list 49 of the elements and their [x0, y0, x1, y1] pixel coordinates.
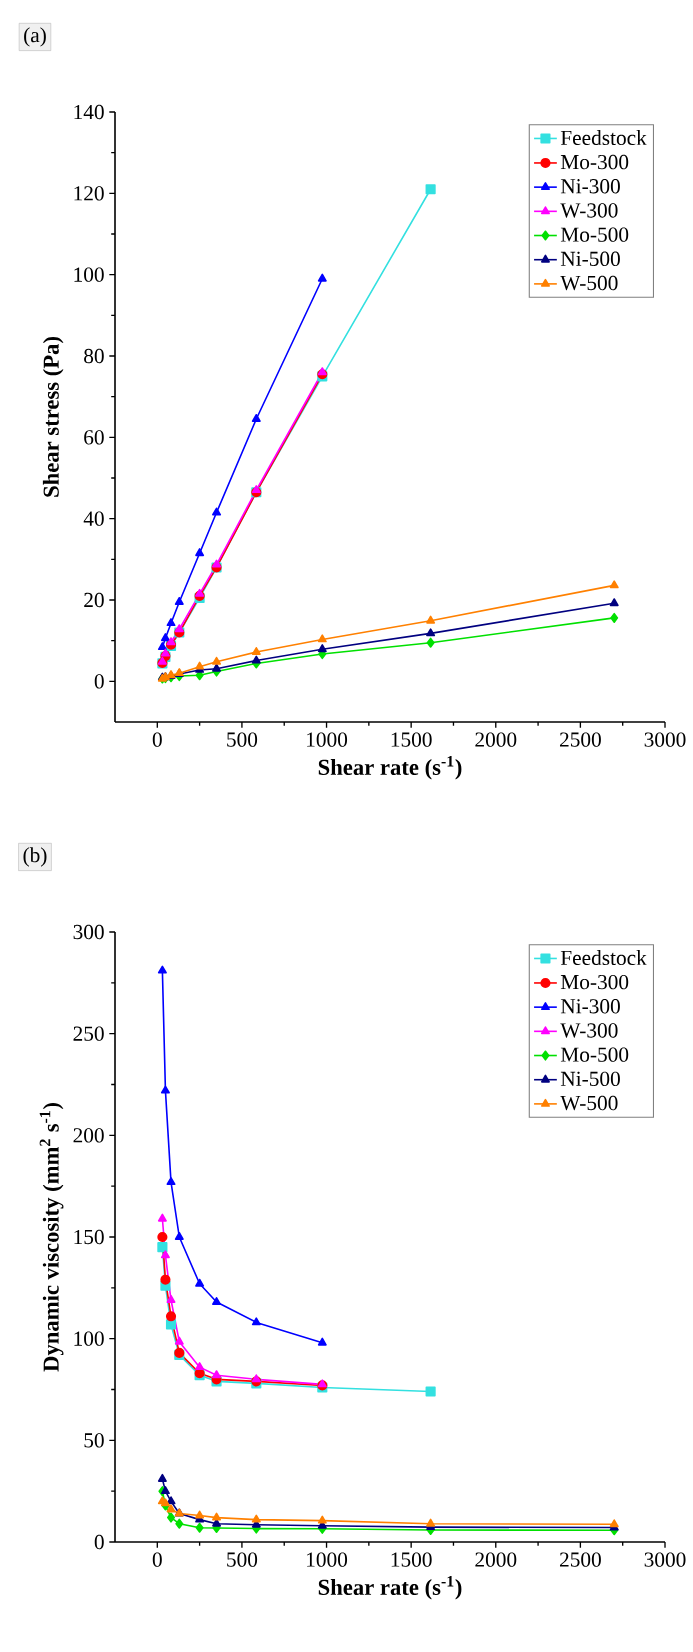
y-tick-label: 200	[73, 1128, 104, 1143]
x-tick-label: 500	[227, 732, 258, 747]
legend-label: Mo-500	[560, 227, 629, 242]
legend-label: Ni-300	[560, 179, 620, 194]
x-tick-label: 2500	[559, 732, 601, 747]
x-tick-label: 1000	[307, 1552, 348, 1567]
x-tick-label: 2000	[475, 732, 517, 747]
x-tick-label: 0	[152, 732, 162, 747]
legend-label: Mo-300	[560, 974, 629, 990]
legend-label: Ni-500	[560, 251, 620, 266]
legend-label: Ni-500	[560, 1071, 620, 1087]
legend-label: W-500	[560, 1095, 618, 1111]
x-tick-label: 3000	[644, 1552, 686, 1567]
x-tick-label: 2500	[559, 1552, 601, 1567]
legend-label: Feedstock	[560, 950, 647, 966]
y-axis-title: Dynamic viscosity (mm$^{2}$ s$^{-1}$)	[39, 1103, 64, 1372]
x-tick-label: 2000	[475, 1552, 517, 1567]
x-tick-label: 1500	[391, 732, 432, 747]
y-tick-label: 20	[84, 592, 104, 608]
y-axis-title: Shear stress (Pa)	[42, 337, 64, 497]
x-tick-label: 1000	[307, 732, 348, 747]
legend-label: Mo-300	[560, 154, 629, 170]
x-tick-label: 3000	[644, 732, 686, 747]
y-tick-label: 120	[74, 186, 104, 201]
text: (a)	[24, 27, 46, 47]
legend-label: Feedstock	[560, 130, 647, 146]
x-tick-label: 500	[227, 1552, 258, 1567]
x-axis-title: Shear rate (s$^{-1}$)	[318, 1575, 462, 1600]
y-tick-label: 250	[73, 1026, 104, 1041]
x-tick-label: 1500	[391, 1552, 432, 1567]
legend-label: Ni-300	[560, 999, 620, 1014]
y-tick-label: 40	[83, 511, 104, 526]
x-axis-title: Shear rate (s$^{-1}$)	[318, 755, 462, 780]
legend-label: W-300	[560, 203, 618, 218]
y-tick-label: 60	[84, 430, 104, 445]
legend-label: W-300	[560, 1023, 618, 1038]
y-tick-label: 300	[73, 924, 104, 940]
y-tick-label: 80	[84, 348, 104, 364]
x-tick-label: 0	[152, 1552, 162, 1567]
y-tick-label: 150	[74, 1229, 104, 1245]
legend-label: Mo-500	[560, 1047, 629, 1062]
y-tick-label: 50	[84, 1433, 104, 1448]
y-tick-label: 0	[94, 674, 104, 689]
y-tick-label: 100	[74, 267, 104, 282]
y-tick-label: 100	[74, 1331, 104, 1346]
legend-label: W-500	[560, 275, 618, 291]
y-tick-label: 0	[94, 1534, 104, 1550]
text: (b)	[23, 847, 47, 867]
y-tick-label: 140	[74, 104, 104, 120]
